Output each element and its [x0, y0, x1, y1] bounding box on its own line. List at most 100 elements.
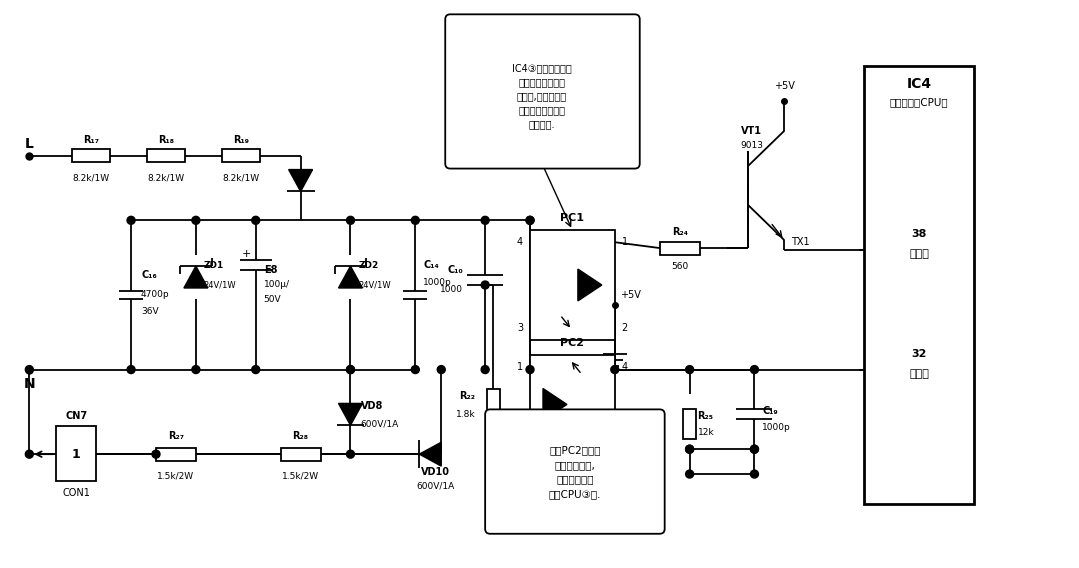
Text: +5V: +5V	[774, 81, 795, 91]
Text: TX1: TX1	[791, 237, 810, 247]
Circle shape	[346, 366, 355, 374]
Bar	[487, 390, 500, 419]
Text: 100μ/: 100μ/	[263, 281, 290, 290]
Bar	[864, 66, 974, 504]
Polygon shape	[339, 266, 363, 288]
Polygon shape	[578, 269, 602, 301]
Text: 光耦PC2将室外
机传来的信号,
经光电变换后
送给CPU③脚.: 光耦PC2将室外 机传来的信号, 经光电变换后 送给CPU③脚.	[548, 445, 601, 499]
Bar	[147, 149, 185, 162]
Circle shape	[527, 216, 534, 224]
Circle shape	[751, 445, 759, 453]
Bar	[281, 448, 320, 461]
Circle shape	[192, 366, 200, 374]
Circle shape	[25, 366, 33, 374]
Text: 2: 2	[622, 323, 628, 333]
Text: ZD2: ZD2	[358, 261, 379, 270]
Text: R₁₈: R₁₈	[158, 135, 174, 145]
Text: 微处理器（CPU）: 微处理器（CPU）	[890, 97, 948, 107]
Text: 24V/1W: 24V/1W	[358, 281, 391, 290]
Polygon shape	[289, 170, 313, 191]
Text: R₂₇: R₂₇	[168, 431, 183, 441]
Text: +5V: +5V	[619, 290, 641, 300]
Circle shape	[611, 366, 618, 374]
Text: 50V: 50V	[263, 295, 282, 304]
Text: L: L	[25, 137, 33, 151]
Text: E8: E8	[263, 265, 277, 275]
Text: 38: 38	[912, 229, 927, 239]
Bar	[683, 410, 696, 439]
Text: R₁₇: R₁₇	[83, 135, 99, 145]
Text: 600V/1A: 600V/1A	[360, 420, 399, 429]
Text: CN7: CN7	[65, 411, 87, 421]
Text: 1.5k/2W: 1.5k/2W	[158, 471, 194, 481]
Text: R₂₈: R₂₈	[292, 431, 309, 441]
Text: N: N	[24, 377, 36, 391]
Circle shape	[411, 216, 420, 224]
Circle shape	[127, 216, 135, 224]
Text: PC1: PC1	[560, 214, 585, 223]
Circle shape	[685, 470, 694, 478]
Circle shape	[346, 450, 355, 458]
Text: R₂₅: R₂₅	[698, 411, 713, 421]
Circle shape	[751, 470, 759, 478]
Text: 4700p: 4700p	[141, 290, 169, 299]
Text: 3: 3	[622, 437, 628, 447]
Text: 1: 1	[72, 448, 81, 461]
Circle shape	[25, 450, 33, 458]
Bar	[56, 427, 96, 481]
Circle shape	[751, 366, 759, 374]
Circle shape	[685, 445, 694, 453]
Text: C₁₆: C₁₆	[141, 270, 156, 280]
Text: 4: 4	[622, 362, 628, 371]
Text: +: +	[242, 249, 251, 259]
Circle shape	[251, 216, 260, 224]
Circle shape	[527, 216, 534, 224]
Circle shape	[152, 450, 160, 458]
Bar	[72, 149, 110, 162]
Bar	[530, 354, 615, 454]
Polygon shape	[543, 389, 566, 420]
Text: C₁₄: C₁₄	[423, 260, 439, 270]
Bar	[659, 242, 699, 254]
Text: ZD1: ZD1	[204, 261, 224, 270]
Text: 8.2k/1W: 8.2k/1W	[72, 173, 110, 182]
Circle shape	[411, 366, 420, 374]
Text: 600V/1A: 600V/1A	[416, 482, 454, 491]
Circle shape	[481, 216, 489, 224]
Circle shape	[481, 366, 489, 374]
Text: 24V/1W: 24V/1W	[204, 281, 236, 290]
Text: 1.8k: 1.8k	[455, 410, 475, 419]
Text: CON1: CON1	[63, 488, 91, 498]
FancyBboxPatch shape	[446, 14, 640, 169]
Text: 12k: 12k	[698, 428, 714, 437]
Circle shape	[127, 366, 135, 374]
Polygon shape	[339, 403, 363, 425]
Text: 收信端: 收信端	[910, 369, 929, 378]
Text: 8.2k/1W: 8.2k/1W	[148, 173, 185, 182]
Text: VT1: VT1	[741, 126, 762, 136]
Bar	[530, 230, 615, 340]
Text: 36V: 36V	[141, 307, 159, 316]
Text: R₁₉: R₁₉	[233, 135, 249, 145]
Text: 3: 3	[517, 323, 523, 333]
Text: IC4: IC4	[906, 77, 931, 91]
Text: C₁₉: C₁₉	[763, 406, 778, 416]
Text: PC2: PC2	[560, 338, 585, 348]
Bar	[222, 149, 260, 162]
Circle shape	[346, 366, 355, 374]
Text: C₁₀: C₁₀	[448, 265, 463, 275]
Circle shape	[251, 366, 260, 374]
Text: 1.5k/2W: 1.5k/2W	[282, 471, 319, 481]
Text: 1000p: 1000p	[763, 423, 791, 432]
Text: 2: 2	[517, 437, 523, 447]
Text: VD8: VD8	[360, 402, 383, 411]
Text: 32: 32	[912, 349, 927, 358]
Circle shape	[192, 216, 200, 224]
Circle shape	[527, 366, 534, 374]
FancyBboxPatch shape	[486, 410, 665, 534]
Text: 发信端: 发信端	[910, 249, 929, 259]
Circle shape	[685, 445, 694, 453]
Text: 9013: 9013	[740, 141, 763, 150]
Text: VD10: VD10	[421, 467, 450, 477]
Text: R₂₄: R₂₄	[671, 227, 687, 237]
